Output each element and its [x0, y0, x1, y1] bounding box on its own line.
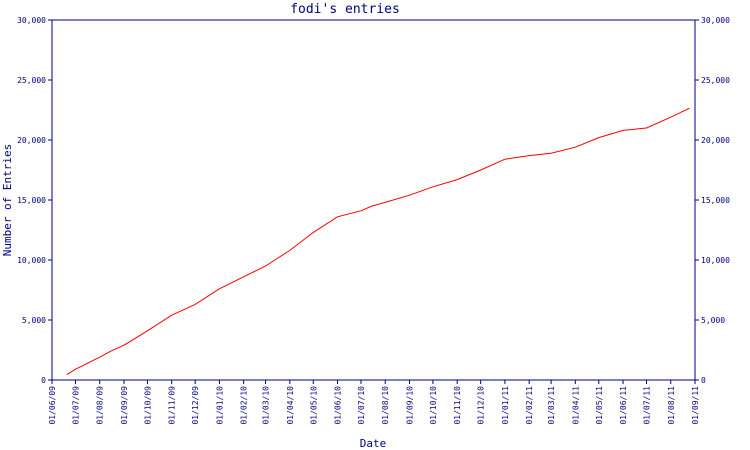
- y-tick-label: 15,000: [17, 196, 46, 205]
- series-layer: [66, 107, 690, 376]
- x-axis-label: Date: [360, 437, 387, 450]
- x-tick-label: 01/10/09: [143, 386, 152, 425]
- y-tick-label-right: 10,000: [701, 256, 730, 265]
- x-tick-label: 01/02/10: [240, 386, 249, 425]
- x-tick-label: 01/09/09: [120, 386, 129, 425]
- x-tick-label: 01/04/11: [571, 386, 580, 425]
- y-tick-label-right: 5,000: [701, 316, 725, 325]
- x-tick-label: 01/05/11: [595, 386, 604, 425]
- y-axis-label: Number of Entries: [1, 144, 14, 257]
- x-tick-label: 01/12/09: [191, 386, 200, 425]
- y-tick-label-right: 20,000: [701, 136, 730, 145]
- x-tick-label: 01/02/11: [525, 386, 534, 425]
- y-tick-label-right: 15,000: [701, 196, 730, 205]
- series-line: [66, 107, 690, 376]
- x-tick-label: 01/08/09: [96, 386, 105, 425]
- y-tick-label: 10,000: [17, 256, 46, 265]
- y-tick-label: 0: [41, 376, 46, 385]
- x-tick-label: 01/08/10: [381, 386, 390, 425]
- x-tick-label: 01/01/10: [215, 386, 224, 425]
- y-tick-label-right: 0: [701, 376, 706, 385]
- x-tick-label: 01/11/09: [168, 386, 177, 425]
- y-tick-label: 25,000: [17, 76, 46, 85]
- y-tick-label: 5,000: [22, 316, 46, 325]
- x-tick-label: 01/06/10: [334, 386, 343, 425]
- y-ticks: 0 0 5,000 5,000 10,000 10,000 15,000 15,000 20,0…: [17, 16, 730, 385]
- y-tick-label-right: 25,000: [701, 76, 730, 85]
- y-tick-label: 30,000: [17, 16, 46, 25]
- x-tick-label: 01/08/11: [667, 386, 676, 425]
- x-tick-label: 01/03/10: [262, 386, 271, 425]
- x-tick-label: 01/04/10: [286, 386, 295, 425]
- chart-title: fodi's entries: [290, 2, 400, 17]
- x-tick-label: 01/07/10: [357, 386, 366, 425]
- x-tick-label: 01/03/11: [547, 386, 556, 425]
- x-tick-label: 01/01/11: [501, 386, 510, 425]
- x-tick-label: 01/12/10: [477, 386, 486, 425]
- x-ticks: 01/06/09 01/07/09 01/08/09 01/09/09 01/10/09…: [48, 380, 700, 425]
- x-tick-label: 01/07/11: [643, 386, 652, 425]
- x-tick-label: 01/07/09: [71, 386, 80, 425]
- x-tick-label: 01/05/10: [309, 386, 318, 425]
- x-tick-label: 01/11/10: [453, 386, 462, 425]
- x-tick-label: 01/09/10: [405, 386, 414, 425]
- x-tick-label: 01/06/09: [48, 386, 57, 425]
- x-tick-label: 01/10/10: [429, 386, 438, 425]
- x-tick-label: 01/09/11: [691, 386, 700, 425]
- y-tick-label-right: 30,000: [701, 16, 730, 25]
- x-tick-label: 01/06/11: [619, 386, 628, 425]
- y-tick-label: 20,000: [17, 136, 46, 145]
